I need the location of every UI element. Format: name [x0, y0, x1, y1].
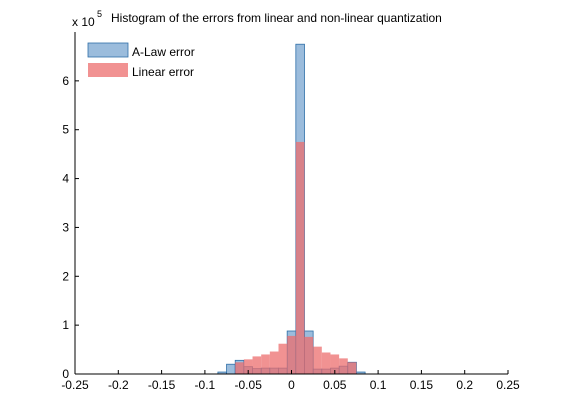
linear-bar: [347, 362, 357, 374]
linear-bar: [287, 335, 296, 374]
linear-bar: [278, 343, 288, 374]
legend-swatch-a-law: [87, 42, 129, 58]
legend-label-linear: Linear error: [132, 65, 194, 79]
linear-bar: [252, 356, 262, 374]
legend: A-Law error Linear error: [87, 42, 195, 79]
linear-bar: [243, 359, 253, 374]
series-linear-bars: [235, 141, 357, 374]
y-tick-label: 2: [62, 269, 69, 283]
y-tick-label: 6: [62, 74, 69, 88]
x-tick-label: 0.05: [323, 378, 347, 392]
x-tick-label: -0.2: [108, 378, 129, 392]
linear-bar: [339, 358, 348, 374]
linear-bar: [261, 354, 270, 374]
linear-bar: [269, 351, 279, 374]
y-tick-label: 3: [62, 220, 69, 234]
y-tick-label: 1: [62, 318, 69, 332]
legend-label-a-law: A-Law error: [132, 45, 195, 59]
linear-bar: [295, 141, 305, 374]
x-tick-label: -0.05: [235, 378, 263, 392]
x-tick-label: -0.15: [148, 378, 176, 392]
y-tick-label: 5: [62, 123, 69, 137]
chart-title: Histogram of the errors from linear and …: [111, 11, 442, 25]
linear-bar: [304, 336, 314, 374]
x-tick-label: 0: [288, 378, 295, 392]
x-tick-label: 0.1: [370, 378, 387, 392]
y-tick-label: 4: [62, 172, 69, 186]
x-axis-ticks: -0.25 -0.2 -0.15 -0.1 -0.05 0 0.05 0.1 0.15 0.2 0.…: [61, 370, 520, 392]
y-exponent-power: 5: [97, 9, 102, 19]
y-exponent-label: x 10: [72, 15, 95, 29]
x-tick-label: 0.2: [456, 378, 473, 392]
linear-bar: [313, 346, 322, 374]
linear-bar: [235, 362, 244, 374]
legend-swatch-linear: [88, 63, 128, 77]
a-law-bar: [226, 363, 236, 375]
y-tick-label: 0: [62, 367, 69, 381]
linear-bar: [330, 354, 340, 374]
x-tick-label: -0.1: [195, 378, 216, 392]
y-axis-ticks: 0 1 2 3 4 5 6: [62, 74, 79, 381]
x-tick-label: 0.15: [410, 378, 434, 392]
x-tick-label: -0.25: [61, 378, 89, 392]
x-tick-label: 0.25: [496, 378, 520, 392]
linear-bar: [321, 352, 331, 374]
